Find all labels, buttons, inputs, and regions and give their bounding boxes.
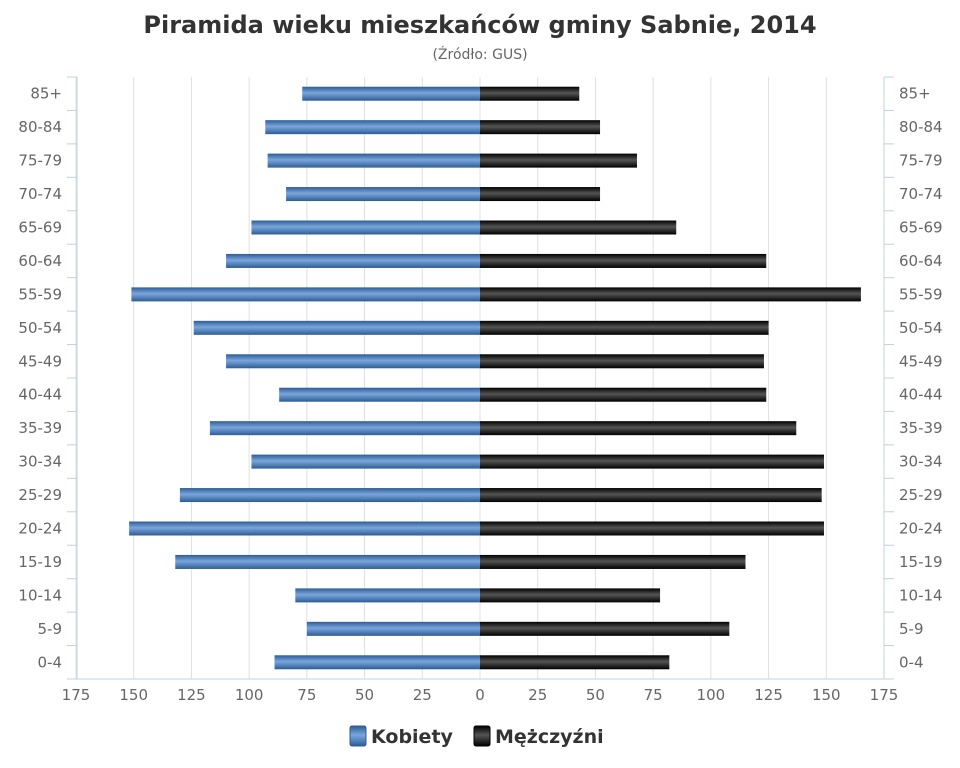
bar-mezczyzni-15-19[interactable] [480, 554, 746, 569]
bar-kobiety-20-24[interactable] [129, 521, 480, 536]
bar-mezczyzni-60-64[interactable] [480, 253, 767, 268]
y-tick-label-right: 85+ [899, 85, 931, 103]
bar-kobiety-85+[interactable] [302, 86, 480, 101]
bar-kobiety-55-59[interactable] [131, 287, 481, 302]
y-tick-label-right: 75-79 [899, 152, 943, 170]
bar-kobiety-75-79[interactable] [267, 153, 480, 168]
bar-kobiety-25-29[interactable] [179, 488, 480, 503]
bar-mezczyzni-35-39[interactable] [480, 421, 797, 436]
y-tick-label-left: 30-34 [18, 453, 62, 471]
legend-label-mezczyzni[interactable]: Mężczyźni [495, 726, 604, 748]
bar-kobiety-35-39[interactable] [209, 421, 480, 436]
bar-kobiety-80-84[interactable] [265, 120, 480, 135]
x-tick-label: 100 [697, 686, 726, 704]
x-tick-label: 75 [297, 686, 316, 704]
x-tick-label: 50 [586, 686, 605, 704]
y-tick-label-right: 20-24 [899, 520, 943, 538]
bar-mezczyzni-25-29[interactable] [480, 488, 822, 503]
y-tick-label-left: 10-14 [18, 586, 62, 604]
y-tick-label-left: 45-49 [18, 352, 62, 370]
legend-swatch-kobiety [349, 725, 367, 747]
bar-mezczyzni-80-84[interactable] [480, 120, 601, 135]
bar-mezczyzni-40-44[interactable] [480, 387, 767, 402]
y-tick-label-right: 60-64 [899, 252, 943, 270]
y-tick-label-left: 80-84 [18, 118, 62, 136]
bar-kobiety-45-49[interactable] [226, 354, 480, 369]
legend: Kobiety Mężczyźni [349, 725, 604, 748]
bar-mezczyzni-45-49[interactable] [480, 354, 764, 369]
x-tick-label: 125 [177, 686, 206, 704]
y-tick-label-right: 55-59 [899, 285, 943, 303]
bar-kobiety-10-14[interactable] [295, 588, 480, 603]
x-tick-label: 0 [475, 686, 485, 704]
y-tick-label-left: 25-29 [18, 486, 62, 504]
chart-subtitle: (Źródło: GUS) [432, 45, 527, 63]
x-tick-label: 175 [62, 686, 91, 704]
y-tick-label-right: 0-4 [899, 653, 924, 671]
bar-kobiety-65-69[interactable] [251, 220, 480, 235]
bar-mezczyzni-10-14[interactable] [480, 588, 661, 603]
y-tick-label-left: 15-19 [18, 553, 62, 571]
y-tick-label-left: 55-59 [18, 285, 62, 303]
x-tick-label: 75 [644, 686, 663, 704]
chart-title: Piramida wieku mieszkańców gminy Sabnie,… [143, 11, 816, 39]
y-tick-label-right: 65-69 [899, 219, 943, 237]
y-tick-label-left: 70-74 [18, 185, 62, 203]
bar-kobiety-60-64[interactable] [226, 253, 480, 268]
y-tick-label-left: 35-39 [18, 419, 62, 437]
y-tick-label-left: 85+ [30, 85, 62, 103]
x-tick-label: 125 [754, 686, 783, 704]
x-tick-label: 150 [812, 686, 841, 704]
y-tick-label-left: 40-44 [18, 386, 62, 404]
bar-mezczyzni-30-34[interactable] [480, 454, 824, 469]
x-tick-label: 175 [870, 686, 899, 704]
y-tick-label-right: 5-9 [899, 620, 924, 638]
y-tick-label-right: 15-19 [899, 553, 943, 571]
y-tick-label-right: 10-14 [899, 586, 943, 604]
y-tick-label-right: 50-54 [899, 319, 943, 337]
bar-mezczyzni-50-54[interactable] [480, 320, 769, 335]
x-tick-label: 25 [528, 686, 547, 704]
bar-kobiety-50-54[interactable] [193, 320, 481, 335]
bar-mezczyzni-85+[interactable] [480, 86, 580, 101]
y-tick-label-left: 60-64 [18, 252, 62, 270]
bar-kobiety-5-9[interactable] [306, 621, 480, 636]
bar-mezczyzni-55-59[interactable] [480, 287, 861, 302]
y-tick-label-left: 75-79 [18, 152, 62, 170]
x-tick-label: 25 [413, 686, 432, 704]
x-tick-label: 150 [119, 686, 148, 704]
y-tick-label-right: 45-49 [899, 352, 943, 370]
bar-mezczyzni-5-9[interactable] [480, 621, 730, 636]
bar-kobiety-70-74[interactable] [286, 187, 480, 202]
bar-mezczyzni-70-74[interactable] [480, 187, 601, 202]
y-tick-label-left: 65-69 [18, 219, 62, 237]
bar-mezczyzni-20-24[interactable] [480, 521, 824, 536]
bar-mezczyzni-0-4[interactable] [480, 655, 670, 670]
y-tick-label-right: 70-74 [899, 185, 943, 203]
bar-kobiety-40-44[interactable] [279, 387, 480, 402]
legend-swatch-mezczyzni [473, 725, 491, 747]
y-tick-label-left: 5-9 [38, 620, 63, 638]
bar-mezczyzni-65-69[interactable] [480, 220, 677, 235]
y-tick-label-right: 40-44 [899, 386, 943, 404]
y-tick-label-left: 20-24 [18, 520, 62, 538]
x-tick-label: 50 [355, 686, 374, 704]
y-tick-label-right: 30-34 [899, 453, 943, 471]
legend-label-kobiety[interactable]: Kobiety [371, 726, 454, 748]
y-tick-label-left: 0-4 [38, 653, 63, 671]
bar-kobiety-15-19[interactable] [175, 554, 481, 569]
bar-mezczyzni-75-79[interactable] [480, 153, 637, 168]
y-tick-label-right: 35-39 [899, 419, 943, 437]
y-tick-label-right: 25-29 [899, 486, 943, 504]
x-tick-label: 100 [235, 686, 264, 704]
bar-kobiety-30-34[interactable] [251, 454, 480, 469]
y-tick-label-right: 80-84 [899, 118, 943, 136]
y-tick-label-left: 50-54 [18, 319, 62, 337]
bar-kobiety-0-4[interactable] [274, 655, 480, 670]
